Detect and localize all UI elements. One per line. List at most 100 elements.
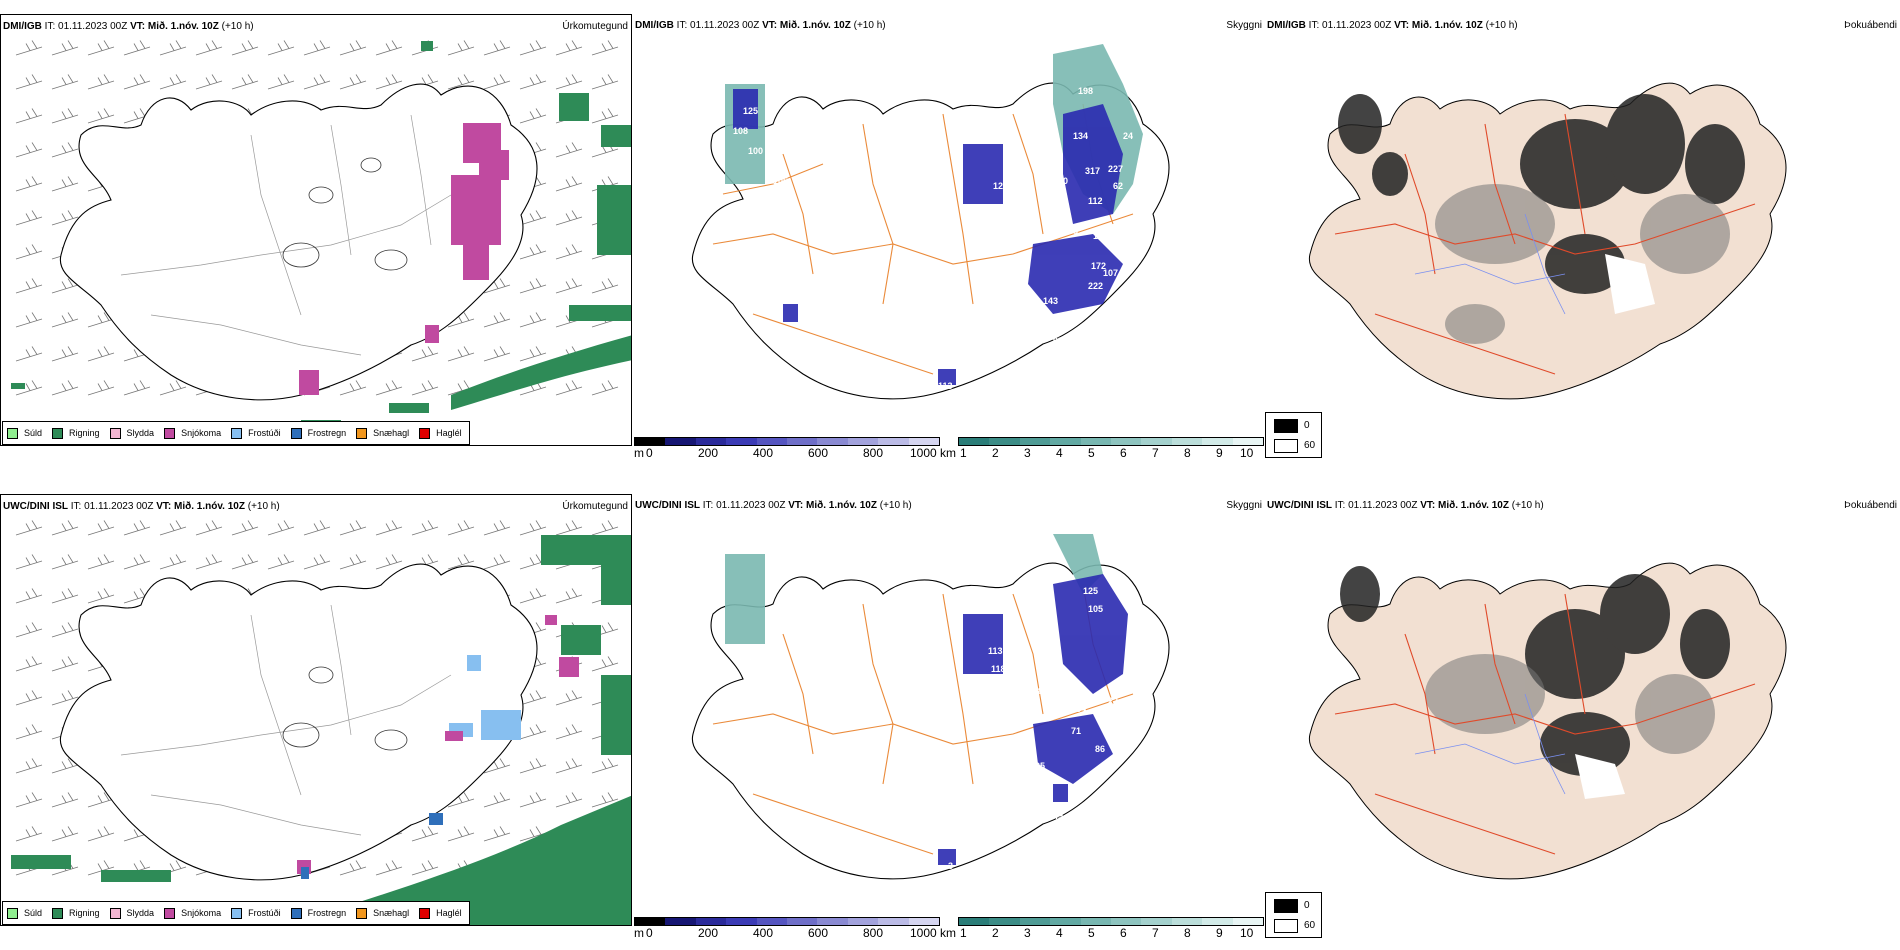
wind-barb: [519, 724, 547, 740]
legend-item: Haglél: [419, 907, 462, 919]
wind-barb: [303, 74, 331, 90]
panel-header: UWC/DINI ISL IT: 01.11.2023 00Z VT: Mið.…: [1267, 500, 1544, 511]
visibility-tick: 7: [1152, 926, 1159, 940]
wind-barb: [15, 724, 43, 740]
wind-barb: [87, 826, 115, 842]
wind-barb: [555, 792, 583, 808]
legend-item: Rigning: [52, 907, 100, 919]
wind-barb: [87, 792, 115, 808]
visibility-tick: 10: [1240, 446, 1254, 460]
cloud-base-tick: 200: [698, 926, 719, 940]
wind-barb: [87, 40, 115, 56]
wind-barb: [159, 74, 187, 90]
legend-item: Frostúði: [231, 907, 281, 919]
legend-item: Frostúði: [231, 427, 281, 439]
wind-barb: [375, 520, 403, 536]
wind-barb: [483, 554, 511, 570]
wind-barb: [123, 40, 151, 56]
wind-barb: [231, 74, 259, 90]
cloud-base-tick: 800: [863, 446, 884, 460]
cloud-base-label: 178: [1093, 231, 1108, 241]
cloud-base-tick: 600: [808, 446, 829, 460]
cloud-base-label: 134: [1073, 131, 1088, 141]
wind-barb: [339, 380, 367, 396]
wind-barb: [339, 554, 367, 570]
wind-barb: [51, 346, 79, 362]
wind-barb: [15, 520, 43, 536]
panel-header: DMI/IGB IT: 01.11.2023 00Z VT: Mið. 1.nó…: [635, 20, 886, 31]
legend-item: Snæhagl: [356, 427, 409, 439]
legend-item: Súld: [7, 427, 42, 439]
wind-barb: [483, 40, 511, 56]
wind-barb: [123, 74, 151, 90]
cloud-base-label: 317: [1085, 166, 1100, 176]
legend-swatch: [164, 427, 176, 439]
wind-barb: [519, 278, 547, 294]
wind-barb: [339, 520, 367, 536]
cloud-base-tick: 1000: [910, 446, 937, 460]
wind-barb: [15, 690, 43, 706]
cloud-base-label: 227: [1108, 164, 1123, 174]
wind-barb: [15, 108, 43, 124]
wind-barb: [375, 40, 403, 56]
wind-barb: [51, 312, 79, 328]
wind-barb: [591, 40, 619, 56]
visibility-colorbar: [958, 917, 1264, 926]
wind-barb: [231, 40, 259, 56]
wind-barb: [339, 74, 367, 90]
wind-barb: [411, 380, 439, 396]
wind-barb: [483, 278, 511, 294]
cloud-base-colorbar: [634, 917, 940, 926]
wind-barb: [519, 210, 547, 226]
wind-barb: [15, 312, 43, 328]
wind-barb: [591, 108, 619, 124]
visibility-unit: km: [940, 926, 956, 940]
wind-barb: [15, 826, 43, 842]
wind-barb: [15, 622, 43, 638]
wind-barb: [555, 588, 583, 604]
wind-barb: [303, 520, 331, 536]
wind-barb: [375, 380, 403, 396]
panel-title: Þokuábendi: [1844, 20, 1897, 31]
legend-swatch: [231, 427, 243, 439]
cloud-base-tick: 0: [646, 446, 653, 460]
wind-barb: [555, 40, 583, 56]
fog-panel-top: DMI/IGB IT: 01.11.2023 00Z VT: Mið. 1.nó…: [1265, 14, 1900, 446]
wind-barb: [51, 588, 79, 604]
wind-barb: [15, 40, 43, 56]
legend-swatch: [356, 427, 368, 439]
visibility-tick: 2: [992, 446, 999, 460]
cloud-base-label: 130: [1071, 686, 1086, 696]
legend-swatch: [52, 907, 64, 919]
wind-barb: [591, 792, 619, 808]
visibility-tick: 7: [1152, 446, 1159, 460]
wind-barb: [519, 40, 547, 56]
cloud-base-label: 118: [991, 664, 1006, 674]
wind-barb: [555, 74, 583, 90]
wind-barb: [51, 622, 79, 638]
cloud-base-tick: 1000: [910, 926, 937, 940]
visibility-tick: 1: [960, 926, 967, 940]
precip-map-top: [11, 40, 631, 432]
wind-barb: [411, 346, 439, 362]
wind-barb: [15, 278, 43, 294]
cloud-base-label: 84: [1038, 686, 1048, 696]
cloud-base-label: 71: [1071, 726, 1081, 736]
cloud-base-label: 125: [1083, 586, 1098, 596]
visibility-colorbar: [958, 437, 1264, 446]
wind-barb: [483, 346, 511, 362]
cloud-base-label: 151: [1051, 216, 1066, 226]
wind-barb: [195, 74, 223, 90]
wind-barb: [519, 690, 547, 706]
wind-barb: [267, 520, 295, 536]
wind-barb: [231, 554, 259, 570]
visibility-tick: 10: [1240, 926, 1254, 940]
visibility-tick: 9: [1216, 926, 1223, 940]
wind-barb: [51, 142, 79, 158]
cloud-base-colorbar: [634, 437, 940, 446]
cloud-base-label: 140: [1053, 176, 1068, 186]
legend-item: Rigning: [52, 427, 100, 439]
